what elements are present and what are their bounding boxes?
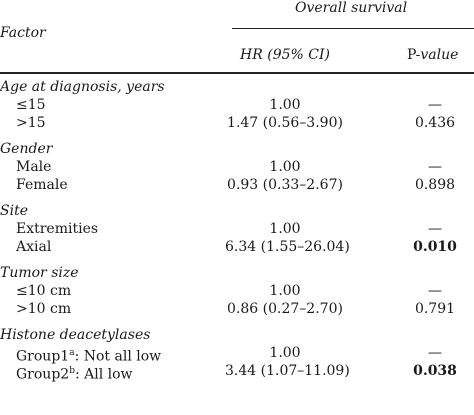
hr-value: 1.00 <box>269 221 301 237</box>
p-value: — <box>428 159 442 175</box>
header-bottom-rule <box>0 72 474 74</box>
group-underline <box>232 28 474 29</box>
hr-value: 1.00 <box>269 159 301 175</box>
row-label: ≤10 cm <box>16 283 72 299</box>
row-label: >10 cm <box>16 301 72 317</box>
row-label: Female <box>16 177 68 193</box>
hr-value: 3.44 (1.07–11.09) <box>225 363 350 379</box>
row-label: Male <box>16 159 52 175</box>
section-title: Tumor size <box>0 265 79 281</box>
p-value: — <box>428 221 442 237</box>
section-title: Age at diagnosis, years <box>0 79 165 95</box>
p-value: 0.436 <box>414 115 456 131</box>
section-title: Gender <box>0 141 53 157</box>
section-title: Histone deacetylases <box>0 327 151 343</box>
p-value: — <box>428 345 442 361</box>
p-value: 0.791 <box>414 301 456 317</box>
p-value: 0.010 <box>413 239 457 255</box>
row-label: Axial <box>16 239 52 255</box>
hr-value: 1.00 <box>269 345 301 361</box>
hr-value: 1.00 <box>269 283 301 299</box>
row-label: >15 <box>16 115 46 131</box>
group-header: Overall survival <box>295 0 408 16</box>
hr-value: 6.34 (1.55–26.04) <box>225 239 350 255</box>
p-value: 0.038 <box>413 363 457 379</box>
row-label: ≤15 <box>16 97 46 113</box>
hr-value: 0.93 (0.33–2.67) <box>227 177 343 193</box>
p-value: 0.898 <box>414 177 456 193</box>
factor-header: Factor <box>0 25 46 41</box>
hr-value: 1.47 (0.56–3.90) <box>227 115 343 131</box>
row-label: Group1a: Not all low <box>16 348 162 365</box>
row-label: Extremities <box>16 221 99 237</box>
p-value: — <box>428 97 442 113</box>
hr-value: 1.00 <box>269 97 301 113</box>
hr-column-header: HR (95% CI) <box>240 47 330 63</box>
hr-value: 0.86 (0.27–2.70) <box>227 301 343 317</box>
section-title: Site <box>0 203 28 219</box>
p-value-column-header: P-value <box>407 47 459 63</box>
p-value: — <box>428 283 442 299</box>
row-label: Group2b: All low <box>16 366 133 383</box>
